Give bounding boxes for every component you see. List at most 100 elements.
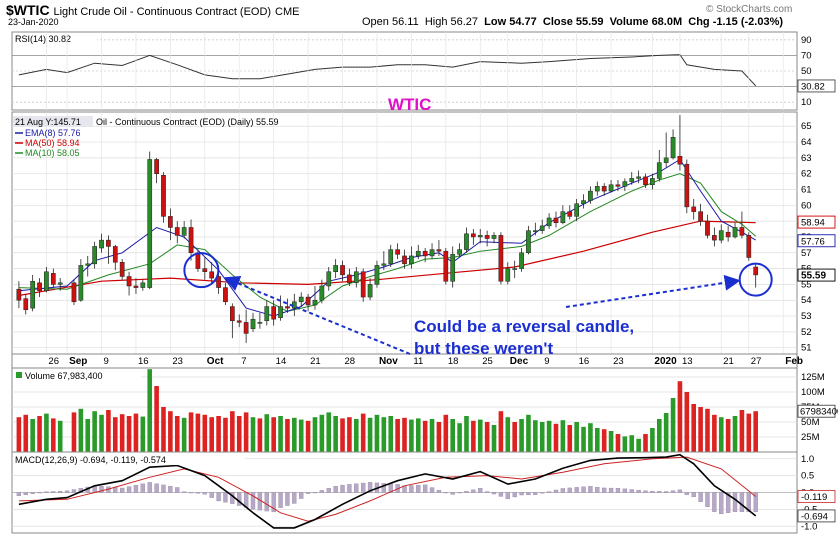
date-tick-label: 11 bbox=[413, 356, 423, 367]
volume-bar bbox=[305, 420, 311, 452]
candle-body bbox=[574, 203, 579, 217]
legend-entry: MA(10) 58.05 bbox=[25, 148, 80, 158]
volume-bar bbox=[457, 423, 462, 452]
macd-histogram-bar bbox=[326, 488, 331, 493]
macd-histogram-bar bbox=[319, 490, 325, 493]
candle-body bbox=[526, 230, 531, 254]
price-frame bbox=[11, 111, 798, 355]
candle-body bbox=[553, 217, 559, 223]
candle-body bbox=[670, 137, 676, 159]
volume-bar bbox=[147, 369, 153, 452]
volume-bar bbox=[340, 418, 345, 452]
candle-body bbox=[360, 271, 366, 298]
volume-bar bbox=[650, 428, 655, 452]
chg-label: Chg bbox=[688, 16, 710, 28]
macd-histogram-bar bbox=[278, 492, 283, 508]
macd-histogram-bar bbox=[622, 488, 628, 493]
volume-bar bbox=[526, 414, 531, 452]
volume-bar bbox=[126, 416, 132, 452]
low-value: 54.77 bbox=[509, 16, 537, 28]
macd-histogram-bar bbox=[540, 492, 545, 494]
volume-bar bbox=[670, 398, 676, 452]
volume-bar bbox=[119, 414, 125, 452]
candle-body bbox=[16, 288, 22, 301]
volume-bar bbox=[154, 386, 159, 452]
candle-body bbox=[505, 268, 511, 282]
price-tick-label: 51 bbox=[801, 343, 812, 354]
date-tick-label: 2020 bbox=[654, 356, 677, 367]
volume-bar bbox=[250, 417, 256, 452]
price-last-label: 55.59 bbox=[801, 271, 826, 282]
candle-body bbox=[650, 178, 655, 186]
volume-bar bbox=[181, 417, 187, 452]
date-axis: 26 Sep 9 16 23 Oct 7 14 21 28 Nov 11 18 25 Dec 9 16 23 202… bbox=[11, 353, 803, 369]
hover-note-bg bbox=[13, 116, 93, 127]
candle-body bbox=[746, 235, 752, 258]
volume-bar bbox=[99, 414, 104, 452]
volume-bar bbox=[367, 417, 373, 452]
macd-histogram-bar bbox=[588, 486, 593, 493]
candle-body bbox=[725, 231, 731, 238]
volume-bar bbox=[663, 413, 669, 452]
date-tick-label: Feb bbox=[785, 356, 803, 367]
macd-histogram-bar bbox=[732, 492, 738, 512]
macd-histogram-bar bbox=[567, 487, 572, 493]
macd-histogram-bar bbox=[450, 492, 455, 495]
macd-histogram-bar bbox=[292, 492, 297, 504]
volume-bar bbox=[560, 420, 566, 452]
macd-histogram-bar bbox=[526, 492, 531, 496]
candle-body bbox=[57, 282, 63, 285]
price-tick-label: 54 bbox=[801, 295, 812, 306]
candle-body bbox=[539, 225, 545, 231]
date-tick-label: 9 bbox=[544, 356, 549, 367]
date-tick-label: 7 bbox=[241, 356, 246, 367]
macd-histogram-bar bbox=[746, 492, 751, 513]
date-tick-label: Nov bbox=[379, 356, 398, 367]
macd-histogram-bar bbox=[533, 492, 538, 495]
volume-bar bbox=[739, 410, 745, 452]
volume-bar bbox=[718, 417, 724, 452]
candle-body bbox=[216, 276, 221, 288]
macd-histogram-bar bbox=[367, 482, 373, 493]
candle-body bbox=[30, 280, 36, 309]
candle-body bbox=[677, 156, 683, 165]
high-value: 56.27 bbox=[450, 16, 479, 28]
macd-histogram-bar bbox=[574, 487, 579, 493]
volume-bar bbox=[223, 417, 228, 452]
candle-body bbox=[195, 252, 201, 269]
candle-body bbox=[608, 184, 614, 192]
volume-bar bbox=[553, 423, 559, 452]
volume-bar bbox=[278, 416, 283, 452]
rsi-tick-label: 10 bbox=[801, 97, 812, 108]
date-tick-label: 21 bbox=[310, 356, 321, 367]
volume-tick-label: 125M bbox=[801, 372, 825, 383]
macd-histogram-bar bbox=[512, 492, 517, 498]
candle-body bbox=[230, 306, 235, 322]
macd-last-box bbox=[797, 509, 836, 523]
volume-bar bbox=[353, 419, 359, 452]
volume-bar bbox=[512, 422, 517, 452]
macd-histogram-bar bbox=[250, 492, 256, 510]
volume-bar bbox=[539, 422, 545, 452]
volume-bar bbox=[326, 412, 332, 452]
volume-bar bbox=[484, 422, 490, 452]
chart-date: 23-Jan-2020 bbox=[8, 17, 59, 27]
macd-histogram-bar bbox=[725, 492, 731, 513]
candle-body bbox=[519, 252, 524, 269]
price-tick-label: 53 bbox=[801, 311, 812, 322]
candle-body bbox=[402, 255, 407, 265]
candle-body bbox=[168, 216, 173, 228]
volume-bar bbox=[622, 436, 628, 452]
volume-bar bbox=[388, 416, 394, 452]
chart-subtitle: Oil - Continuous Contract (EOD) (Daily) … bbox=[96, 117, 279, 127]
candle-body bbox=[223, 287, 228, 303]
date-tick-label: 13 bbox=[682, 356, 693, 367]
date-tick-label: 16 bbox=[579, 356, 590, 367]
volume-bar bbox=[257, 418, 263, 452]
macd-histogram-bar bbox=[691, 492, 696, 498]
candle-body bbox=[491, 235, 497, 239]
volume-bar bbox=[271, 417, 276, 452]
candle-body bbox=[278, 306, 283, 318]
volume-bar bbox=[23, 414, 29, 452]
volume-bar bbox=[264, 414, 270, 452]
